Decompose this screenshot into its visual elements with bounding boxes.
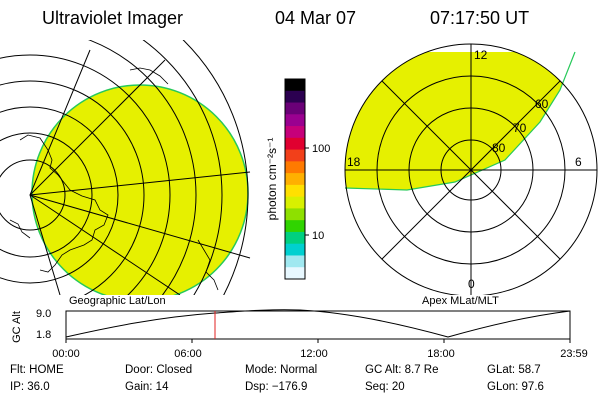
colorbar-step (285, 231, 305, 245)
colorbar-step (285, 126, 305, 139)
colorbar-step (285, 114, 305, 127)
ytick-9: 9.0 (36, 308, 51, 320)
app-title: Ultraviolet Imager (42, 8, 184, 28)
colorbar-step (285, 208, 305, 221)
mlat-label-80: 80 (492, 141, 506, 155)
colorbar-step (285, 137, 305, 151)
colorbar-step (285, 184, 305, 198)
glat-readout: GLat: 58.7 (487, 364, 541, 376)
altitude-timeline: GC Alt 9.0 1.8 00:00 06:00 12:00 18:00 2… (11, 308, 588, 360)
colorbar-step (285, 161, 305, 174)
xtick-0000: 00:00 (52, 348, 80, 360)
coastline-outline (9, 67, 219, 291)
ip-readout: IP: 36.0 (10, 381, 50, 393)
ytick-1-8: 1.8 (36, 329, 51, 341)
mlat-label-60: 60 (535, 97, 549, 111)
colorbar-step (285, 173, 305, 186)
image-edge (344, 51, 576, 191)
mlt-label-18: 18 (347, 155, 361, 169)
glon-readout: GLon: 97.6 (487, 381, 544, 393)
gc-alt-readout: GC Alt: 8.7 Re (365, 364, 439, 376)
latlon-grid (0, 40, 251, 295)
colorbar-step (285, 220, 305, 233)
mode-readout: Mode: Normal (245, 364, 318, 376)
altitude-curve (65, 309, 571, 338)
colorbar-step (285, 90, 305, 104)
date-label: 04 Mar 07 (275, 8, 357, 28)
xtick-1200: 12:00 (300, 348, 328, 360)
mlat-label-70: 70 (513, 121, 527, 135)
xtick-2359: 23:59 (560, 348, 588, 360)
colorbar-tick-10: 10 (312, 230, 324, 242)
mlt-label-6: 6 (575, 155, 582, 169)
polar-panel-label: Apex MLat/MLT (422, 295, 499, 307)
uv-emission-fill (345, 52, 575, 190)
colorbar: 100 10 photon cm⁻²s⁻¹ (265, 78, 330, 280)
polar-plot: 12 18 6 0 60 70 80 (344, 43, 598, 295)
uv-emission-fill (32, 85, 248, 295)
time-label: 07:17:50 UT (430, 8, 530, 28)
xtick-1800: 18:00 (427, 348, 455, 360)
colorbar-step (285, 149, 305, 162)
dsp-readout: Dsp: −176.9 (245, 381, 308, 393)
mlt-label-12: 12 (474, 48, 488, 62)
xtick-0600: 06:00 (174, 348, 202, 360)
colorbar-unit-label: photon cm⁻²s⁻¹ (265, 138, 279, 221)
colorbar-step (285, 102, 305, 115)
polar-grid (344, 43, 598, 295)
geographic-map (0, 40, 251, 295)
gain-readout: Gain: 14 (125, 381, 169, 393)
door-readout: Door: Closed (125, 364, 193, 376)
flight-readout: Flt: HOME (10, 364, 64, 376)
colorbar-gradient (285, 79, 305, 280)
colorbar-tick-100: 100 (312, 143, 330, 155)
colorbar-step (285, 79, 305, 92)
geographic-panel-label: Geographic Lat/Lon (69, 295, 166, 307)
colorbar-step (285, 255, 305, 268)
seq-readout: Seq: 20 (365, 381, 405, 393)
colorbar-step (285, 243, 305, 256)
colorbar-step (285, 267, 305, 280)
colorbar-step (285, 196, 305, 209)
timeline-ylabel: GC Alt (11, 311, 23, 343)
mlt-label-0: 0 (468, 277, 475, 291)
